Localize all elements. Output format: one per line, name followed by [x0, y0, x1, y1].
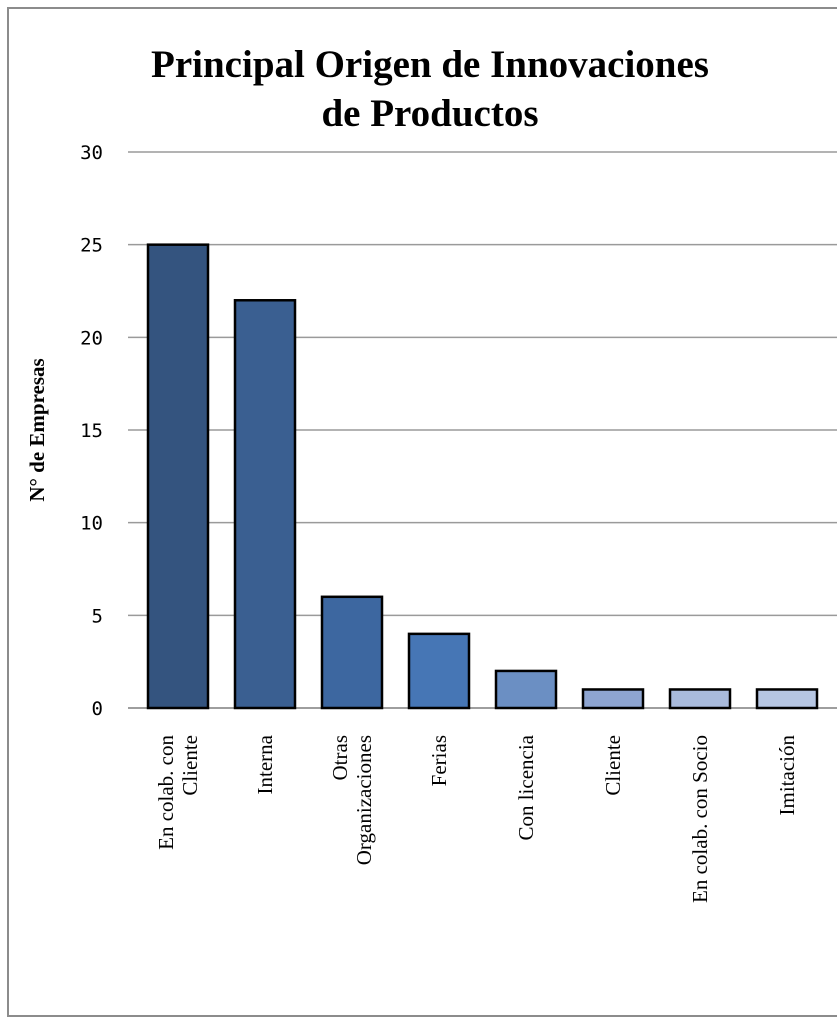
x-category-label-line: En colab. con Socio — [688, 735, 712, 903]
x-axis-category-labels: En colab. con Cliente Interna Otras Organiza… — [154, 734, 799, 903]
x-category-label-line: Con licencia — [514, 734, 538, 840]
x-category-label: Otras Organizaciones — [328, 735, 376, 865]
y-tick-label: 30 — [80, 142, 103, 164]
x-category-label-line: En colab. con — [154, 735, 178, 850]
chart-title-line-2: de Productos — [321, 92, 539, 135]
chart-title-line-1: Principal Origen de Innovaciones — [151, 43, 709, 86]
x-category-label-line: Cliente — [601, 735, 625, 796]
y-tick-label: 10 — [80, 513, 103, 535]
bar-2 — [320, 595, 384, 710]
y-axis-title: N° de Empresas — [25, 358, 49, 501]
y-tick-label: 15 — [80, 420, 103, 442]
bar-1 — [233, 299, 297, 710]
bars — [146, 243, 819, 710]
x-category-label: Con licencia — [514, 734, 538, 840]
bar-3 — [407, 632, 471, 710]
bar-7 — [755, 688, 819, 710]
y-tick-label: 20 — [80, 327, 103, 349]
x-category-label-line: Organizaciones — [352, 735, 376, 865]
y-tick-label: 0 — [92, 698, 103, 720]
x-category-label: En colab. con Socio — [688, 735, 712, 903]
x-category-label-line: Cliente — [178, 735, 202, 796]
x-category-label: Cliente — [601, 735, 625, 796]
y-axis-tick-labels: 0 5 10 15 20 25 30 — [80, 142, 103, 720]
x-category-label-line: Imitación — [775, 735, 799, 816]
bar-0 — [146, 243, 210, 710]
x-category-label: Interna — [253, 734, 277, 794]
chart-title: Principal Origen de Innovaciones de Prod… — [0, 40, 837, 138]
bar-4 — [494, 669, 558, 710]
bar-5 — [581, 688, 645, 710]
x-category-label-line: Ferias — [427, 735, 451, 786]
y-tick-label: 5 — [92, 605, 103, 627]
x-category-label-line: Otras — [328, 735, 352, 781]
bar-6 — [668, 688, 732, 710]
x-category-label: En colab. con Cliente — [154, 735, 202, 850]
x-category-label: Imitación — [775, 735, 799, 816]
x-category-label: Ferias — [427, 735, 451, 786]
chart-frame — [7, 7, 837, 1017]
y-tick-label: 25 — [80, 235, 103, 257]
x-category-label-line: Interna — [253, 734, 277, 794]
